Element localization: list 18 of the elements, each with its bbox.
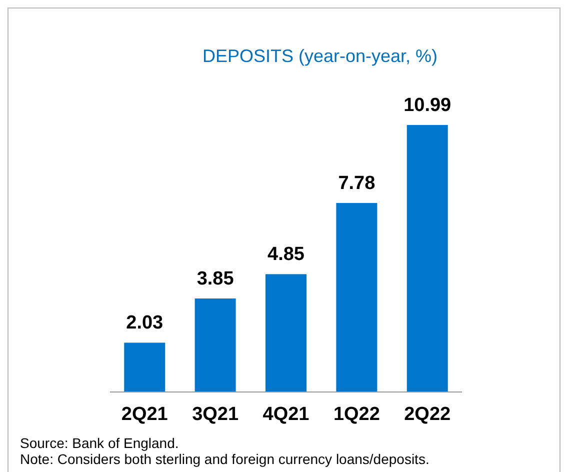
bar xyxy=(406,125,448,392)
bar xyxy=(194,298,236,392)
data-label: 4.85 xyxy=(268,244,305,266)
data-label: 2.03 xyxy=(126,312,164,334)
x-tick-label: 1Q22 xyxy=(333,404,380,425)
text: Note: Considers both sterling and foreign currency loans/deposits. xyxy=(20,451,430,467)
bar xyxy=(266,274,306,392)
x-tick-label: 2Q22 xyxy=(404,404,451,425)
x-tick-label: 2Q21 xyxy=(121,404,168,425)
bar xyxy=(336,202,378,392)
chart-title: DEPOSITS (year-on-year, %) xyxy=(202,46,438,66)
source-note: Source: Bank of England. xyxy=(20,435,179,451)
data-label: 7.78 xyxy=(338,172,376,194)
x-tick-label: 4Q21 xyxy=(262,404,310,425)
bar xyxy=(124,342,166,392)
data-label: 3.85 xyxy=(196,268,234,290)
data-label: 10.99 xyxy=(404,95,452,116)
x-tick-label: 3Q21 xyxy=(192,404,239,425)
